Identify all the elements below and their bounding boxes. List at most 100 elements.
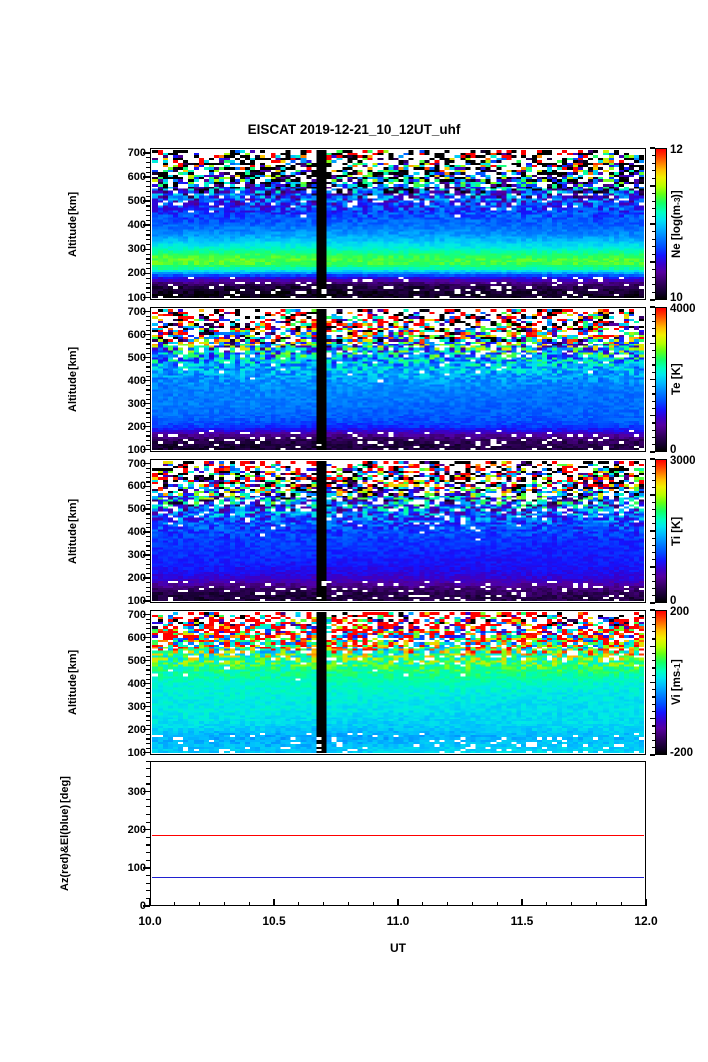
y-tick-ne-100 bbox=[143, 296, 150, 299]
colorbar-ticks-vi bbox=[650, 609, 655, 756]
y-minor-tick bbox=[146, 352, 150, 354]
y-minor-tick bbox=[146, 338, 150, 340]
colorbar-ticks-ne bbox=[650, 147, 655, 301]
y-minor-tick bbox=[146, 476, 150, 478]
x-minor-tick bbox=[298, 902, 300, 906]
y-tick-label-te-700: 700 bbox=[127, 305, 146, 318]
colorbar-title-exponent: -3 bbox=[672, 197, 682, 206]
y-minor-tick bbox=[146, 398, 150, 400]
colorbar-gradient-ti bbox=[655, 459, 667, 603]
x-minor-tick bbox=[571, 902, 573, 906]
y-minor-tick bbox=[146, 724, 150, 726]
y-minor-tick bbox=[146, 760, 150, 762]
y-tick-vi-400 bbox=[143, 682, 150, 685]
x-axis-title: UT bbox=[390, 941, 406, 955]
x-minor-tick bbox=[347, 902, 350, 906]
y-tick-ti-400 bbox=[143, 531, 150, 533]
y-minor-tick bbox=[146, 166, 150, 168]
y-minor-tick bbox=[146, 416, 150, 419]
y-axis-title-line1: Az(red)&El(blue) bbox=[59, 804, 71, 891]
y-minor-tick bbox=[146, 591, 150, 593]
x-minor-tick bbox=[620, 902, 622, 906]
y-minor-tick bbox=[146, 627, 150, 630]
x-minor-tick bbox=[372, 902, 374, 906]
y-minor-tick bbox=[146, 210, 150, 212]
y-tick-vi-100 bbox=[143, 751, 150, 754]
y-tick-label-ne-300: 300 bbox=[127, 243, 146, 256]
y-minor-tick bbox=[146, 775, 150, 777]
y-minor-tick bbox=[146, 513, 150, 515]
y-minor-tick bbox=[146, 444, 150, 446]
x-minor-tick bbox=[323, 902, 325, 906]
y-tick-label-ti-400: 400 bbox=[127, 526, 146, 539]
y-tick-label-vi-600: 600 bbox=[127, 631, 146, 644]
y-minor-tick bbox=[146, 715, 150, 717]
panel-frame-ne bbox=[150, 148, 646, 300]
x-minor-tick bbox=[447, 902, 449, 906]
y-tick-ne-300 bbox=[143, 248, 150, 251]
x-minor-tick bbox=[248, 902, 250, 906]
y-tick-ne-500 bbox=[143, 200, 150, 202]
y-tick-vi-300 bbox=[143, 705, 150, 708]
y-tick-ne-200 bbox=[143, 272, 150, 275]
y-minor-tick bbox=[146, 673, 150, 676]
colorbar-title-vi: Vi [ms -1] bbox=[671, 610, 687, 755]
panel-frame-ti bbox=[150, 459, 646, 603]
y-minor-tick bbox=[146, 186, 150, 188]
x-minor-tick bbox=[397, 902, 399, 906]
colorbar-ticks-ti bbox=[650, 458, 655, 604]
colorbar-min-label-ti: 0 bbox=[670, 595, 677, 607]
y-tick-te-300 bbox=[143, 402, 150, 405]
y-minor-tick bbox=[146, 540, 150, 542]
y-minor-tick bbox=[146, 563, 150, 565]
y-minor-tick bbox=[146, 733, 150, 735]
x-minor-tick bbox=[422, 902, 424, 906]
colorbar-te bbox=[650, 306, 667, 453]
y-tick-ti-700 bbox=[143, 462, 150, 465]
colorbar-title-text: Ne [log(m bbox=[671, 205, 683, 259]
y-minor-tick bbox=[146, 375, 150, 377]
y-minor-tick bbox=[146, 495, 150, 497]
y-minor-tick bbox=[146, 393, 150, 396]
colorbar-gradient-vi bbox=[655, 610, 667, 755]
y-tick-label-ne-500: 500 bbox=[127, 195, 146, 208]
colorbar-title-text: Ti [K] bbox=[671, 516, 683, 546]
y-axis-title-line1: Altitude bbox=[67, 522, 79, 564]
y-minor-tick bbox=[146, 890, 150, 892]
x-tick-label-12.0: 12.0 bbox=[634, 914, 658, 928]
y-minor-tick bbox=[146, 439, 150, 442]
y-minor-tick bbox=[146, 467, 150, 469]
y-tick-label-vi-300: 300 bbox=[127, 700, 146, 713]
y-tick-ne-700 bbox=[143, 152, 150, 154]
y-minor-tick bbox=[146, 747, 150, 749]
y-minor-tick bbox=[146, 806, 150, 808]
y-minor-tick bbox=[146, 545, 150, 547]
y-minor-tick bbox=[146, 366, 150, 368]
y-minor-tick bbox=[146, 258, 150, 260]
y-minor-tick bbox=[146, 361, 150, 363]
y-minor-tick bbox=[146, 559, 150, 561]
y-tick-label-ne-400: 400 bbox=[127, 219, 146, 232]
panel-frame-vi bbox=[150, 610, 646, 755]
y-axis-title-ne: Altitude [km] bbox=[67, 148, 98, 300]
y-tick-label-ne-200: 200 bbox=[127, 267, 146, 280]
y-tick-label-ti-300: 300 bbox=[127, 549, 146, 561]
figure-title: EISCAT 2019-12-21_10_12UT_uhf bbox=[247, 122, 461, 137]
spectrogram-te bbox=[151, 308, 645, 451]
y-minor-tick bbox=[146, 287, 150, 289]
x-minor-tick bbox=[496, 902, 498, 906]
y-minor-tick bbox=[146, 549, 150, 552]
y-minor-tick bbox=[146, 219, 150, 222]
y-minor-tick bbox=[146, 687, 150, 689]
y-minor-tick bbox=[146, 320, 150, 322]
y-minor-tick bbox=[146, 244, 150, 246]
y-minor-tick bbox=[146, 161, 150, 164]
y-minor-tick bbox=[146, 268, 150, 270]
y-minor-tick bbox=[146, 215, 150, 217]
y-tick-label-azel-200: 200 bbox=[127, 823, 146, 836]
colorbar-title-te: Te [K] bbox=[671, 307, 687, 452]
y-minor-tick bbox=[146, 768, 150, 770]
y-tick-label-azel-100: 100 bbox=[127, 861, 146, 874]
y-minor-tick bbox=[146, 783, 150, 785]
spectrogram-ne bbox=[151, 149, 645, 299]
